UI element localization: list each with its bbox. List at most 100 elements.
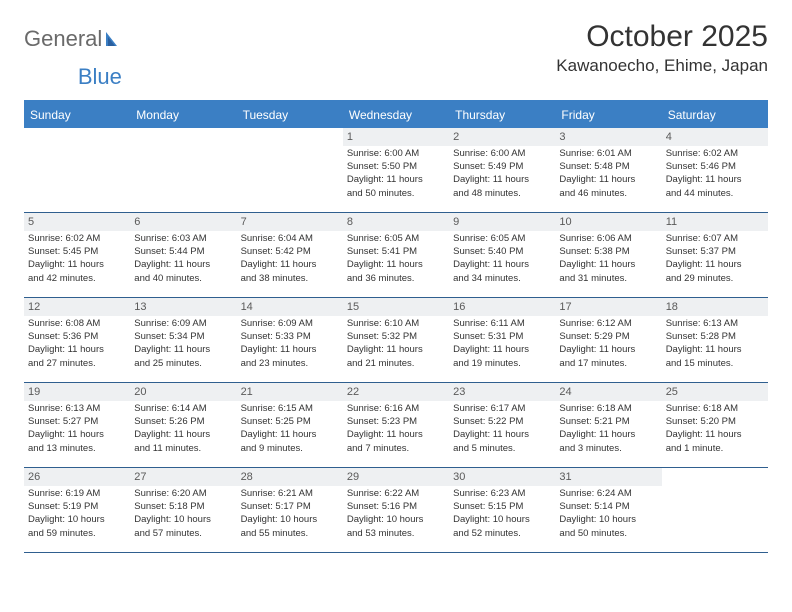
sail-icon [104,30,124,48]
day-cell: 4Sunrise: 6:02 AMSunset: 5:46 PMDaylight… [662,128,768,212]
week-row: 12Sunrise: 6:08 AMSunset: 5:36 PMDayligh… [24,298,768,383]
day2-text: and 5 minutes. [453,443,551,455]
day-number: 22 [347,386,359,398]
sunset-text: Sunset: 5:19 PM [28,501,126,513]
day-cell: 5 Sunrise: 6:02 AMSunset: 5:45 PMDaylight… [24,213,130,297]
day-cell [130,128,236,212]
day-cell: 30Sunrise: 6:23 AMSunset: 5:15 PMDayligh… [449,468,555,552]
day-cell: 18Sunrise: 6:13 AMSunset: 5:28 PMDayligh… [662,298,768,382]
sunset-text: Sunset: 5:46 PM [666,161,764,173]
day-number-row: 2 [449,128,555,146]
sunrise-text: Sunrise: 6:03 AM [134,233,232,245]
week-row: 1Sunrise: 6:00 AMSunset: 5:50 PMDaylight… [24,128,768,213]
day-cell: 12Sunrise: 6:08 AMSunset: 5:36 PMDayligh… [24,298,130,382]
sunset-text: Sunset: 5:15 PM [453,501,551,513]
sunset-text: Sunset: 5:40 PM [453,246,551,258]
day2-text: and 27 minutes. [28,358,126,370]
weekday-header: Saturday [662,102,768,128]
day1-text: Daylight: 11 hours [241,259,339,271]
day-number: 27 [134,471,146,483]
day-cell: 9Sunrise: 6:05 AMSunset: 5:40 PMDaylight… [449,213,555,297]
day2-text: and 50 minutes. [347,188,445,200]
day-number: 11 [666,216,677,228]
sunset-text: Sunset: 5:28 PM [666,331,764,343]
day2-text: and 59 minutes. [28,528,126,540]
sunrise-text: Sunrise: 6:05 AM [347,233,445,245]
day-number-row: 17 [555,298,661,316]
day1-text: Daylight: 11 hours [347,259,445,271]
day1-text: Daylight: 11 hours [28,259,126,271]
day2-text: and 53 minutes. [347,528,445,540]
day1-text: Daylight: 11 hours [347,174,445,186]
sunrise-text: Sunrise: 6:13 AM [28,403,126,415]
day1-text: Daylight: 11 hours [347,344,445,356]
day-number: 12 [28,301,40,313]
sunrise-text: Sunrise: 6:02 AM [28,233,126,245]
day1-text: Daylight: 11 hours [134,429,232,441]
day-number-row: 29 [343,468,449,486]
day-number: 14 [241,301,253,313]
sunrise-text: Sunrise: 6:17 AM [453,403,551,415]
day-number: 9 [453,216,459,228]
sunrise-text: Sunrise: 6:00 AM [347,148,445,160]
weekday-header: Monday [130,102,236,128]
weekday-header: Friday [555,102,661,128]
day2-text: and 17 minutes. [559,358,657,370]
sunset-text: Sunset: 5:16 PM [347,501,445,513]
day1-text: Daylight: 11 hours [666,429,764,441]
sunrise-text: Sunrise: 6:09 AM [241,318,339,330]
sunrise-text: Sunrise: 6:08 AM [28,318,126,330]
day-cell: 20Sunrise: 6:14 AMSunset: 5:26 PMDayligh… [130,383,236,467]
day-number: 6 [134,216,140,228]
day-number-row: 10 [555,213,661,231]
sunset-text: Sunset: 5:20 PM [666,416,764,428]
day-number-row: 14 [237,298,343,316]
day-number-row: 1 [343,128,449,146]
sunset-text: Sunset: 5:41 PM [347,246,445,258]
day-cell: 16Sunrise: 6:11 AMSunset: 5:31 PMDayligh… [449,298,555,382]
day-number: 24 [559,386,571,398]
weekday-header-row: Sunday Monday Tuesday Wednesday Thursday… [24,102,768,128]
day1-text: Daylight: 11 hours [241,344,339,356]
sunrise-text: Sunrise: 6:04 AM [241,233,339,245]
day-number-row: 28 [237,468,343,486]
day1-text: Daylight: 11 hours [453,174,551,186]
day-number: 2 [453,131,459,143]
sunset-text: Sunset: 5:50 PM [347,161,445,173]
sunset-text: Sunset: 5:25 PM [241,416,339,428]
day2-text: and 19 minutes. [453,358,551,370]
sunrise-text: Sunrise: 6:23 AM [453,488,551,500]
sunrise-text: Sunrise: 6:02 AM [666,148,764,160]
day-number-row: 31 [555,468,661,486]
sunset-text: Sunset: 5:31 PM [453,331,551,343]
sunset-text: Sunset: 5:17 PM [241,501,339,513]
day2-text: and 50 minutes. [559,528,657,540]
day2-text: and 25 minutes. [134,358,232,370]
day-number: 17 [559,301,571,313]
day-cell: 15Sunrise: 6:10 AMSunset: 5:32 PMDayligh… [343,298,449,382]
sunset-text: Sunset: 5:26 PM [134,416,232,428]
day-number: 20 [134,386,146,398]
sunset-text: Sunset: 5:14 PM [559,501,657,513]
day-cell: 6Sunrise: 6:03 AMSunset: 5:44 PMDaylight… [130,213,236,297]
sunset-text: Sunset: 5:49 PM [453,161,551,173]
title-block: October 2025 Kawanoecho, Ehime, Japan [556,20,768,76]
day-number: 5 [28,216,34,228]
day1-text: Daylight: 11 hours [666,344,764,356]
weeks-container: 1Sunrise: 6:00 AMSunset: 5:50 PMDaylight… [24,128,768,553]
day1-text: Daylight: 11 hours [28,344,126,356]
day-number-row: 27 [130,468,236,486]
day-number-row: 8 [343,213,449,231]
day-number-row: 30 [449,468,555,486]
sunrise-text: Sunrise: 6:15 AM [241,403,339,415]
sunset-text: Sunset: 5:32 PM [347,331,445,343]
day-number: 3 [559,131,565,143]
day-number-row: 25 [662,383,768,401]
day-number: 26 [28,471,40,483]
day1-text: Daylight: 10 hours [347,514,445,526]
sunset-text: Sunset: 5:27 PM [28,416,126,428]
day2-text: and 13 minutes. [28,443,126,455]
day-number: 16 [453,301,465,313]
sunset-text: Sunset: 5:45 PM [28,246,126,258]
sunset-text: Sunset: 5:38 PM [559,246,657,258]
